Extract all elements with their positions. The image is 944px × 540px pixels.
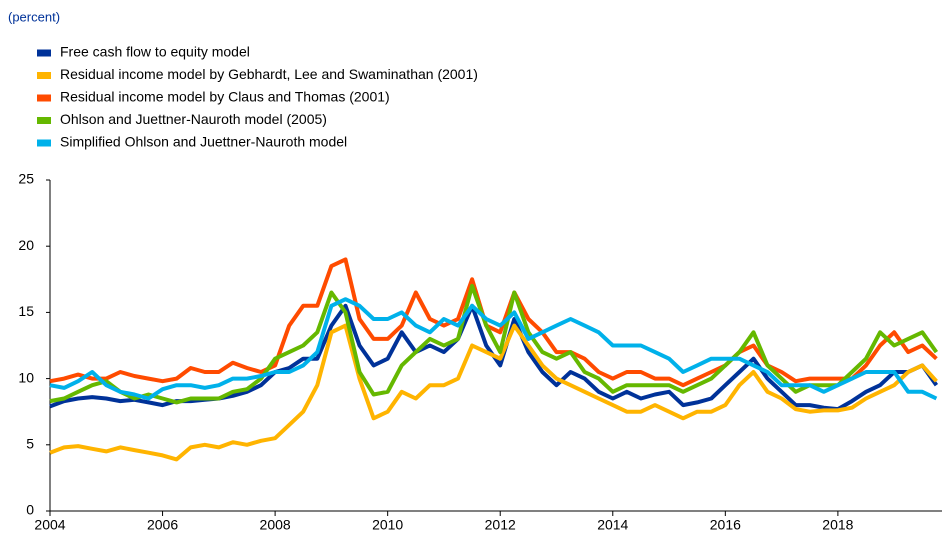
x-tick-label: 2016: [710, 517, 741, 533]
y-tick-label: 10: [18, 369, 34, 385]
x-tick-label: 2006: [147, 517, 178, 533]
legend-swatch: [37, 139, 51, 147]
y-tick-label: 15: [18, 303, 34, 319]
legend-label: Simplified Ohlson and Juettner-Nauroth m…: [60, 134, 347, 150]
x-tick-label: 2018: [822, 517, 853, 533]
x-tick-label: 2014: [597, 517, 628, 533]
series-line: [49, 297, 938, 401]
y-tick-label: 5: [26, 436, 34, 452]
series-line: [49, 257, 938, 388]
series-line: [49, 323, 938, 462]
legend-swatch: [37, 94, 51, 102]
legend-label: Ohlson and Juettner-Nauroth model (2005): [60, 111, 327, 127]
legend-swatch: [37, 49, 51, 57]
x-tick-label: 2010: [372, 517, 403, 533]
y-tick-label: 20: [18, 237, 34, 253]
legend-label: Residual income model by Claus and Thoma…: [60, 89, 390, 105]
unit-note: (percent): [8, 9, 60, 24]
y-tick-label: 0: [26, 502, 34, 518]
legend-swatch: [37, 72, 51, 79]
x-tick-label: 2004: [34, 517, 65, 533]
legend-label: Residual income model by Gebhardt, Lee a…: [60, 66, 478, 82]
legend-label: Free cash flow to equity model: [60, 44, 250, 60]
y-tick-label: 25: [18, 171, 34, 187]
legend-swatch: [37, 117, 51, 124]
x-tick-label: 2008: [260, 517, 291, 533]
x-tick-label: 2012: [485, 517, 516, 533]
